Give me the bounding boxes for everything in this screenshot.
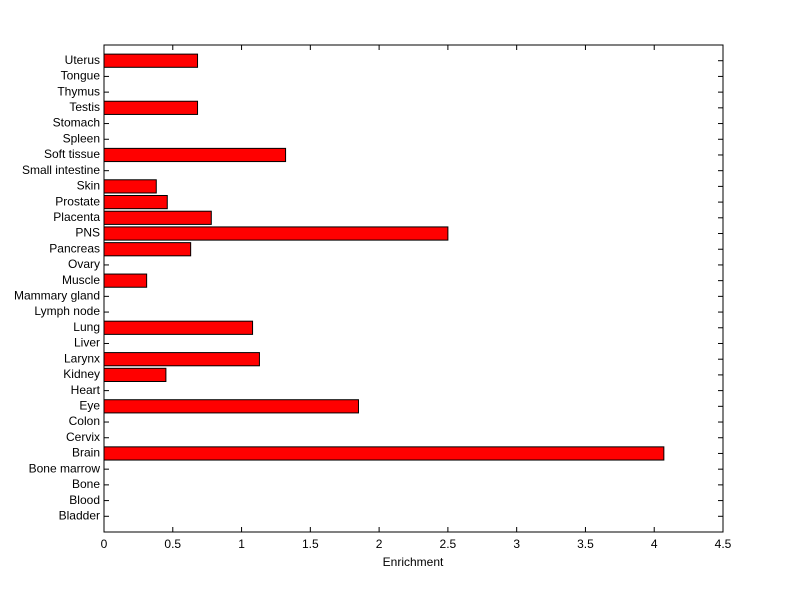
y-tick-label: Prostate: [55, 194, 100, 208]
y-tick-label: Uterus: [65, 53, 100, 67]
x-tick-label: 2.5: [440, 537, 457, 551]
y-tick-label: Small intestine: [22, 163, 100, 177]
y-tick-label: Brain: [72, 446, 100, 460]
y-tick-label: Placenta: [53, 210, 100, 224]
y-tick-label: Pancreas: [49, 241, 100, 255]
bar: [103, 320, 254, 335]
y-tick-label: Soft tissue: [44, 147, 100, 161]
x-tick-label: 1.5: [302, 537, 319, 551]
y-tick-label: Skin: [77, 179, 100, 193]
bar: [103, 210, 212, 225]
y-tick-label: Colon: [69, 414, 100, 428]
bar: [103, 367, 167, 383]
bar: [103, 226, 449, 241]
y-tick-label: Bladder: [59, 508, 100, 522]
x-tick-label: 0: [101, 537, 108, 551]
y-tick-label: Eye: [79, 398, 100, 412]
bar: [103, 352, 260, 367]
y-tick-label: Mammary gland: [14, 289, 100, 303]
x-tick-label: 1: [238, 537, 245, 551]
y-tick-label: Spleen: [63, 131, 100, 145]
y-tick-label: Tongue: [61, 69, 101, 83]
y-tick-label: Heart: [71, 383, 101, 397]
x-tick-label: 3: [513, 537, 520, 551]
y-tick-label: Thymus: [57, 84, 100, 98]
x-tick-label: 4.5: [715, 537, 732, 551]
bar: [103, 273, 148, 288]
y-tick-label: PNS: [75, 226, 100, 240]
y-tick-label: Bone: [72, 477, 100, 491]
y-tick-label: Liver: [74, 336, 100, 350]
y-tick-label: Bone marrow: [29, 461, 101, 475]
y-tick-label: Lung: [73, 320, 100, 334]
y-tick-label: Muscle: [62, 273, 100, 287]
y-tick-label: Larynx: [64, 351, 100, 365]
y-tick-label: Ovary: [68, 257, 100, 271]
x-tick-label: 2: [376, 537, 383, 551]
y-tick-label: Cervix: [66, 430, 100, 444]
bar: [103, 446, 665, 461]
bar: [103, 179, 157, 194]
x-tick-label: 3.5: [577, 537, 594, 551]
bar: [103, 194, 168, 210]
x-axis-label: Enrichment: [383, 555, 444, 569]
y-tick-label: Testis: [69, 100, 100, 114]
y-tick-label: Stomach: [53, 116, 100, 130]
bar: [103, 242, 192, 257]
bar: [103, 147, 287, 163]
x-tick-label: 0.5: [164, 537, 181, 551]
bar: [103, 399, 359, 414]
y-tick-label: Kidney: [63, 367, 100, 381]
y-tick-label: Blood: [69, 493, 100, 507]
y-tick-label: Lymph node: [34, 304, 100, 318]
x-tick-label: 4: [651, 537, 658, 551]
bar: [103, 53, 199, 68]
bar: [103, 100, 199, 115]
